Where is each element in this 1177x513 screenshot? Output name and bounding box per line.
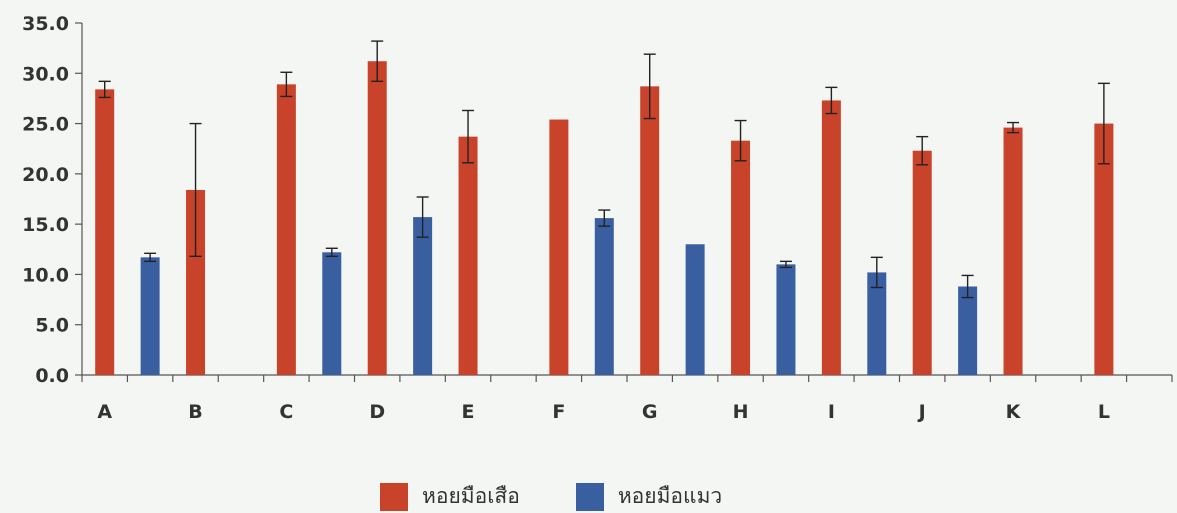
x-tick-label: I [828,401,835,423]
x-tick-label: G [642,401,658,423]
bar-B-series-1 [186,189,206,375]
x-tick-label: C [279,401,293,423]
legend: หอยมือเสือ หอยมือแมว [380,480,778,513]
bars [95,61,1114,376]
x-tick-label: A [97,401,112,423]
x-tick-label: E [462,401,475,423]
legend-item-series-2: หอยมือแมว [575,480,723,513]
y-tick-label: 35.0 [22,13,69,35]
bar-E-series-1 [458,136,478,375]
y-tick-label: 25.0 [22,114,69,136]
error-bars [98,40,1110,299]
bar-F-series-1 [549,119,569,375]
x-tick-label: H [733,401,749,423]
bar-D-series-1 [367,61,387,376]
bar-J-series-1 [912,150,932,375]
x-tick-label: L [1098,401,1110,423]
x-tick-label: J [917,401,926,423]
bar-I-series-2 [867,272,887,375]
x-tick-label: D [369,401,385,423]
bar-A-series-2 [140,257,160,375]
x-tick-label: B [188,401,202,423]
bar-L-series-1 [1094,123,1114,375]
y-tick-label: 15.0 [22,214,69,236]
bar-H-series-2 [776,264,796,375]
y-tick-label: 10.0 [22,264,69,286]
bar-G-series-2 [685,244,705,375]
legend-label: หอยมือเสือ [422,484,520,508]
bar-H-series-1 [731,140,751,375]
bar-F-series-2 [594,218,614,375]
y-tick-label: 30.0 [22,63,69,85]
bar-D-series-2 [413,217,433,375]
y-tick-label: 0.0 [35,365,69,387]
y-tick-label: 5.0 [35,315,69,337]
y-axis: 0.0 5.0 10.0 15.0 20.0 25.0 30.0 35.0 [22,13,83,387]
bar-I-series-1 [821,100,841,375]
x-tick-label: K [1006,401,1022,423]
bar-C-series-1 [276,84,296,375]
legend-swatch [380,482,408,511]
bar-C-series-2 [322,252,342,375]
y-tick-label: 20.0 [22,164,69,186]
x-axis: A B C D E F G H I J K L [81,374,1173,423]
bar-K-series-1 [1003,127,1023,375]
x-tick-label: F [552,401,565,423]
legend-swatch [575,482,604,511]
bar-J-series-2 [958,286,978,375]
bar-A-series-1 [95,89,115,376]
legend-label: หอยมือแมว [617,484,723,508]
bar-G-series-1 [640,86,660,376]
legend-item-series-1: หอยมือเสือ [380,480,520,513]
